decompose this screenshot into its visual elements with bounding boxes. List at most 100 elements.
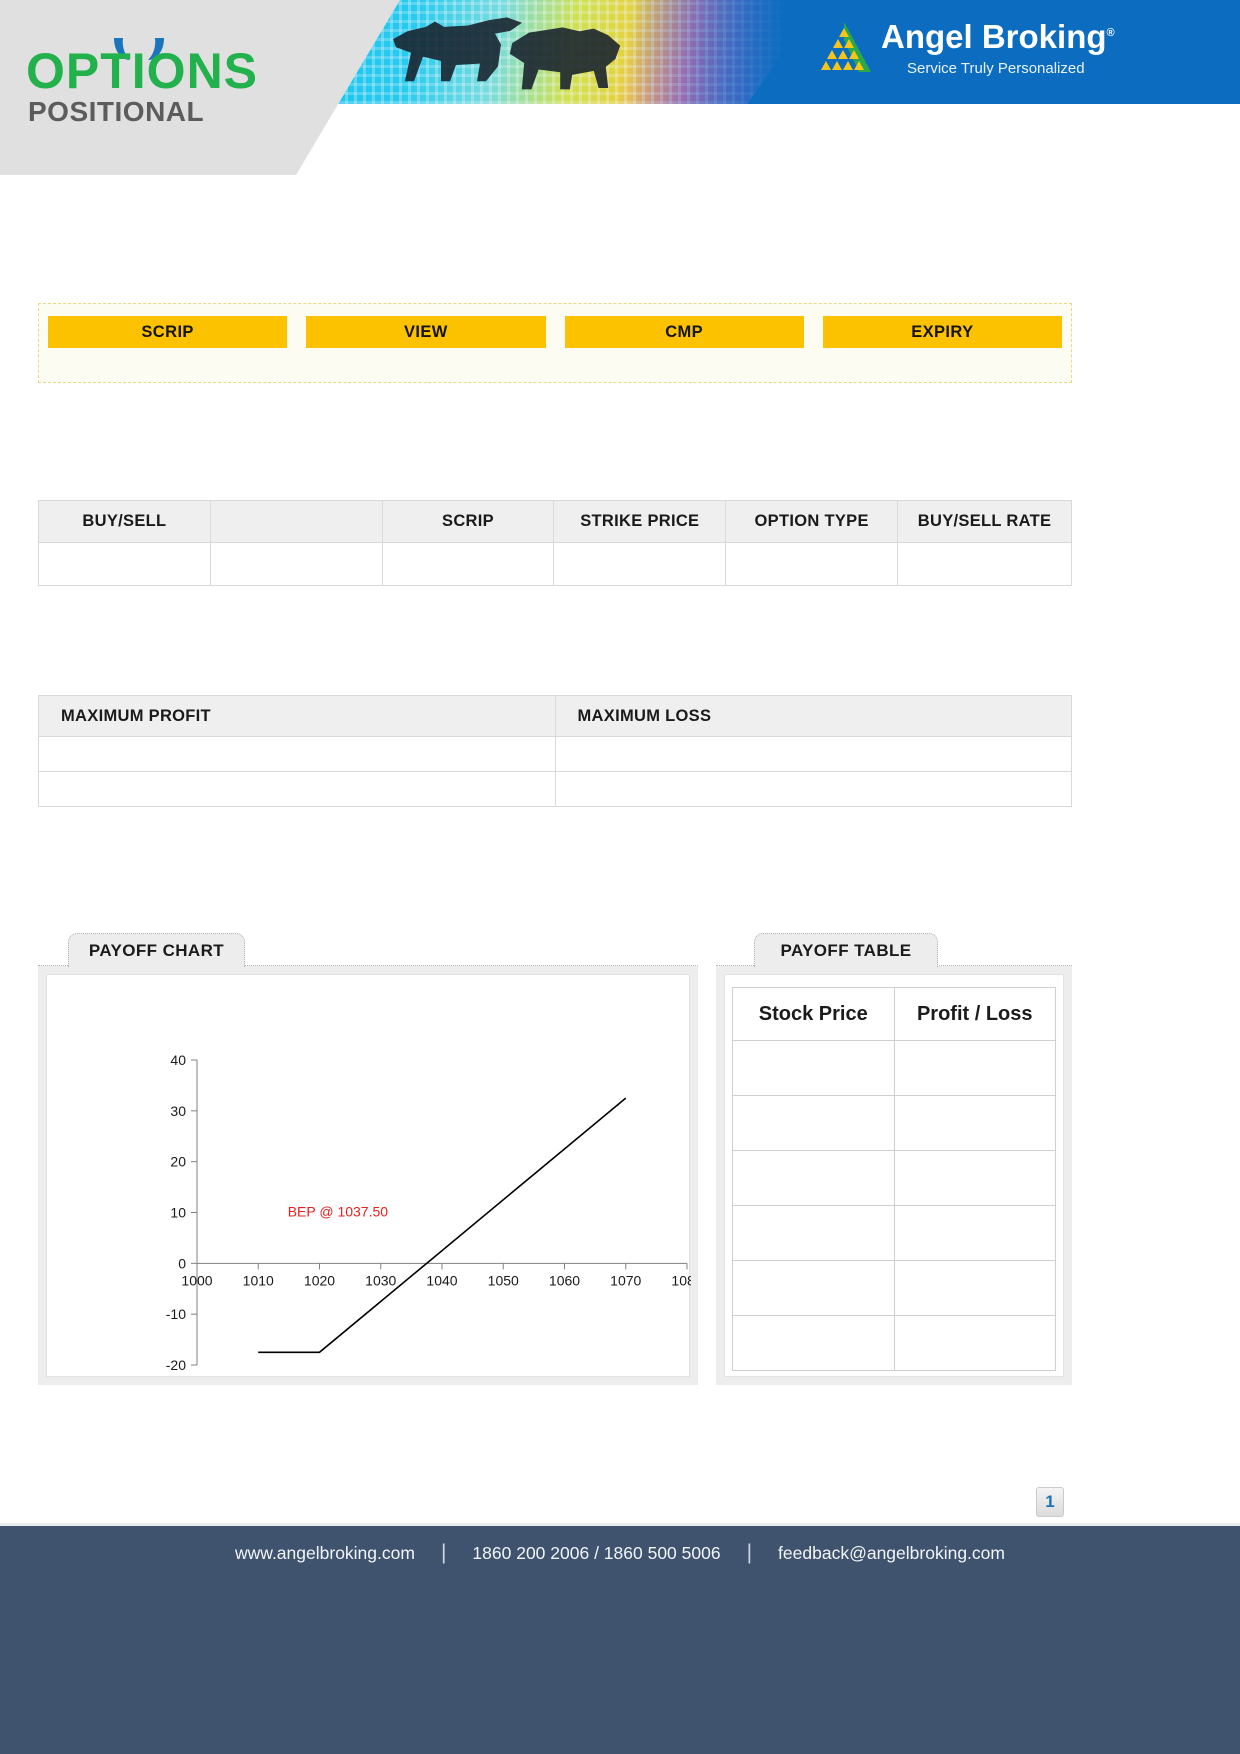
page-header: OPTIONS POSITIONAL Angel Broking® Servic… <box>0 0 1240 180</box>
cell-blank[interactable] <box>209 542 383 586</box>
cell-stock-price[interactable] <box>732 1260 895 1316</box>
table-row <box>732 1150 1056 1206</box>
svg-text:1030: 1030 <box>365 1272 396 1288</box>
svg-text:30: 30 <box>170 1103 186 1119</box>
payoff-table-tab[interactable]: PAYOFF TABLE <box>754 933 938 967</box>
svg-text:0: 0 <box>178 1255 186 1271</box>
payoff-chart-panel: PAYOFF CHART -20 -10 0 10 20 30 40 1000 1010 1020… <box>38 933 698 1385</box>
cell-profit-loss[interactable] <box>893 1095 1056 1151</box>
th-blank <box>209 500 383 543</box>
max-profit-loss-table: MAXIMUM PROFIT MAXIMUM LOSS <box>38 695 1072 807</box>
table-row <box>38 736 1072 772</box>
footer-separator-1: | <box>440 1541 447 1564</box>
cell-max-loss-2[interactable] <box>554 771 1072 807</box>
th-scrip: SCRIP <box>381 500 555 543</box>
cell-profit-loss[interactable] <box>893 1150 1056 1206</box>
footer-website[interactable]: www.angelbroking.com <box>235 1542 415 1563</box>
table-row <box>732 1260 1056 1316</box>
cell-max-loss-1[interactable] <box>554 736 1072 772</box>
svg-text:1000: 1000 <box>181 1272 212 1288</box>
strip-cell-cmp[interactable]: CMP <box>564 316 804 348</box>
cell-scrip[interactable] <box>381 542 555 586</box>
cell-profit-loss[interactable] <box>893 1040 1056 1096</box>
svg-text:1080: 1080 <box>671 1272 691 1288</box>
th-strike-price: STRIKE PRICE <box>553 500 727 543</box>
th-maximum-profit: MAXIMUM PROFIT <box>38 695 556 737</box>
scrip-info-row: SCRIP VIEW CMP EXPIRY <box>39 304 1071 348</box>
footer-email[interactable]: feedback@angelbroking.com <box>778 1542 1005 1563</box>
angel-broking-logo: Angel Broking® Service Truly Personalize… <box>815 18 1115 82</box>
cell-stock-price[interactable] <box>732 1315 895 1371</box>
cell-option-type[interactable] <box>725 542 899 586</box>
company-name: Angel Broking® <box>881 18 1115 56</box>
th-maximum-loss: MAXIMUM LOSS <box>554 695 1072 737</box>
table-row <box>38 771 1072 807</box>
payoff-data-table: Stock Price Profit / Loss <box>732 987 1056 1371</box>
strip-cell-expiry[interactable]: EXPIRY <box>822 316 1062 348</box>
table-row <box>732 1205 1056 1261</box>
svg-text:1020: 1020 <box>304 1272 335 1288</box>
payoff-table-panel: PAYOFF TABLE Stock Price Profit / Loss <box>716 933 1072 1385</box>
cell-stock-price[interactable] <box>732 1040 895 1096</box>
cell-profit-loss[interactable] <box>893 1205 1056 1261</box>
payoff-table-canvas: Stock Price Profit / Loss <box>724 974 1064 1377</box>
brand-subtitle: POSITIONAL <box>28 96 205 127</box>
svg-text:1010: 1010 <box>243 1272 274 1288</box>
strip-cell-scrip[interactable]: SCRIP <box>48 316 288 348</box>
table-header-row: MAXIMUM PROFIT MAXIMUM LOSS <box>38 695 1072 737</box>
svg-text:40: 40 <box>170 1052 186 1068</box>
svg-text:1050: 1050 <box>488 1272 519 1288</box>
svg-text:-10: -10 <box>166 1306 186 1322</box>
panel-dotted-line <box>38 965 698 966</box>
footer-separator-2: | <box>746 1541 753 1564</box>
svg-text:1070: 1070 <box>610 1272 641 1288</box>
svg-text:-20: -20 <box>166 1357 186 1373</box>
footer-top-rule <box>0 1523 1240 1526</box>
svg-text:1060: 1060 <box>549 1272 580 1288</box>
table-header-row: Stock Price Profit / Loss <box>732 987 1056 1041</box>
table-row <box>732 1040 1056 1096</box>
cell-profit-loss[interactable] <box>893 1260 1056 1316</box>
footer-phone: 1860 200 2006 / 1860 500 5006 <box>472 1542 721 1563</box>
header-photo-fade <box>630 0 830 104</box>
cell-stock-price[interactable] <box>732 1150 895 1206</box>
page-footer: www.angelbroking.com | 1860 200 2006 / 1… <box>0 1523 1240 1754</box>
bear-silhouette-icon <box>509 27 621 90</box>
footer-contact-row: www.angelbroking.com | 1860 200 2006 / 1… <box>0 1541 1240 1565</box>
table-row <box>38 542 1072 586</box>
cell-stock-price[interactable] <box>732 1095 895 1151</box>
cell-profit-loss[interactable] <box>893 1315 1056 1371</box>
cell-max-profit-2[interactable] <box>38 771 556 807</box>
cell-buy-sell-rate[interactable] <box>897 542 1072 586</box>
svg-text:BEP @ 1037.50: BEP @ 1037.50 <box>288 1204 389 1220</box>
trade-details-table: BUY/SELL SCRIP STRIKE PRICE OPTION TYPE … <box>38 500 1072 586</box>
company-name-text: Angel Broking <box>881 18 1107 55</box>
svg-text:20: 20 <box>170 1154 186 1170</box>
th-profit-loss: Profit / Loss <box>893 987 1056 1041</box>
cell-buy-sell[interactable] <box>38 542 211 586</box>
registered-mark: ® <box>1106 27 1115 39</box>
cell-max-profit-1[interactable] <box>38 736 556 772</box>
cell-strike-price[interactable] <box>553 542 727 586</box>
payoff-chart-tab[interactable]: PAYOFF CHART <box>68 933 245 967</box>
payoff-chart-canvas: -20 -10 0 10 20 30 40 1000 1010 1020 1030 1040 1050 1… <box>46 974 691 1377</box>
table-header-row: BUY/SELL SCRIP STRIKE PRICE OPTION TYPE … <box>38 500 1072 543</box>
brand-title: OPTIONS <box>26 43 259 99</box>
th-stock-price: Stock Price <box>732 987 895 1041</box>
bull-horns-icon <box>114 38 164 60</box>
payoff-table-body-rows <box>732 1040 1056 1371</box>
header-blue-band <box>300 0 1240 104</box>
payoff-chart-body: -20 -10 0 10 20 30 40 1000 1010 1020 1030 1040 1050 1… <box>38 966 698 1385</box>
payoff-table-body: Stock Price Profit / Loss <box>716 966 1072 1385</box>
page-number-badge: 1 <box>1036 1487 1064 1517</box>
table-row <box>732 1095 1056 1151</box>
th-option-type: OPTION TYPE <box>725 500 899 543</box>
svg-text:1040: 1040 <box>426 1272 457 1288</box>
svg-text:10: 10 <box>170 1205 186 1221</box>
strip-cell-view[interactable]: VIEW <box>306 316 546 348</box>
scrip-info-strip: SCRIP VIEW CMP EXPIRY <box>38 303 1072 383</box>
cell-stock-price[interactable] <box>732 1205 895 1261</box>
th-buy-sell: BUY/SELL <box>38 500 211 543</box>
